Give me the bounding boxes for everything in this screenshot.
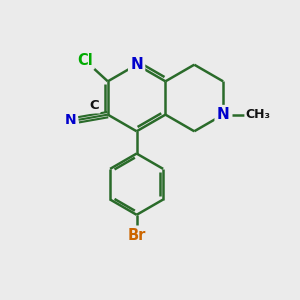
Text: CH₃: CH₃ bbox=[245, 108, 270, 121]
Text: N: N bbox=[217, 107, 230, 122]
Text: Cl: Cl bbox=[77, 53, 93, 68]
Text: N: N bbox=[64, 113, 76, 127]
Text: C: C bbox=[90, 99, 100, 112]
Text: N: N bbox=[130, 57, 143, 72]
Text: Br: Br bbox=[128, 228, 146, 243]
